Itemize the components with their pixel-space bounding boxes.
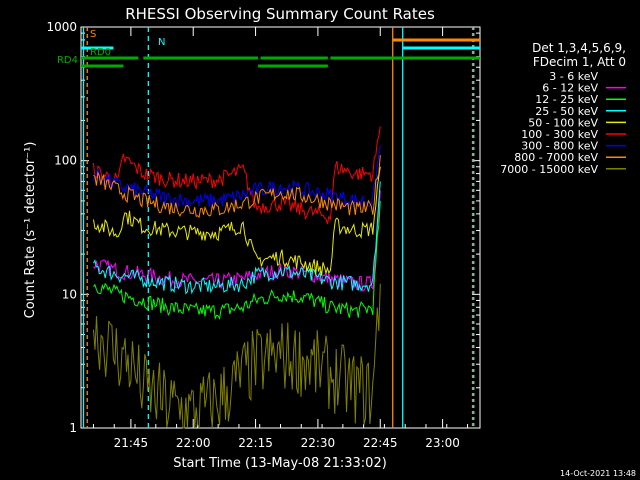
series-line bbox=[93, 200, 381, 321]
legend: Det 1,3,4,5,6,9, FDecim 1, Att 0 3 - 6 k… bbox=[500, 41, 626, 176]
footer-timestamp: 14-Oct-2021 13:48 bbox=[560, 469, 636, 478]
legend-label: 3 - 6 keV bbox=[549, 70, 598, 83]
y-axis-label: Count Rate (s⁻¹ detector⁻¹) bbox=[23, 142, 38, 319]
legend-label: 12 - 25 keV bbox=[535, 93, 598, 106]
legend-label: 50 - 100 keV bbox=[528, 116, 598, 129]
plot-area: 1 10 100 1000 21:45 22:00 22:15 22:30 22:45 23:00… bbox=[46, 20, 481, 450]
legend-label: 300 - 800 keV bbox=[521, 140, 598, 153]
legend-label: 6 - 12 keV bbox=[542, 82, 598, 95]
x-tick-label: 22:15 bbox=[238, 436, 273, 450]
y-tick-label: 1000 bbox=[46, 20, 77, 34]
series-line bbox=[93, 190, 381, 292]
legend-label: 800 - 7000 keV bbox=[514, 151, 598, 164]
series-line bbox=[93, 155, 381, 219]
legend-label: 25 - 50 keV bbox=[535, 105, 598, 118]
x-tick-label: 21:45 bbox=[114, 436, 149, 450]
series-line bbox=[93, 145, 381, 209]
flag-label-rd4: RD4 bbox=[57, 55, 78, 66]
legend-header-line-2: FDecim 1, Att 0 bbox=[533, 55, 626, 69]
series-line bbox=[93, 213, 381, 357]
flag-label-n: N bbox=[158, 37, 165, 48]
x-tick-label: 22:00 bbox=[176, 436, 211, 450]
legend-header-line-1: Det 1,3,4,5,6,9, bbox=[532, 41, 626, 55]
legend-label: 100 - 300 keV bbox=[521, 128, 598, 141]
series-line bbox=[93, 166, 381, 276]
legend-label: 7000 - 15000 keV bbox=[500, 163, 598, 176]
x-tick-label: 23:00 bbox=[425, 436, 460, 450]
y-tick-label: 10 bbox=[62, 287, 77, 301]
x-tick-label: 22:45 bbox=[363, 436, 398, 450]
series-line bbox=[93, 283, 381, 429]
series-line bbox=[93, 181, 381, 295]
x-tick-label: 22:30 bbox=[301, 436, 336, 450]
x-axis-label: Start Time (13-May-08 21:33:02) bbox=[173, 456, 387, 471]
y-tick-label: 1 bbox=[69, 421, 77, 435]
chart-title: RHESSI Observing Summary Count Rates bbox=[125, 5, 435, 23]
y-tick-label: 100 bbox=[54, 154, 77, 168]
flag-label-rd0: RD0 bbox=[90, 47, 111, 58]
flag-label-s: S bbox=[90, 29, 96, 40]
